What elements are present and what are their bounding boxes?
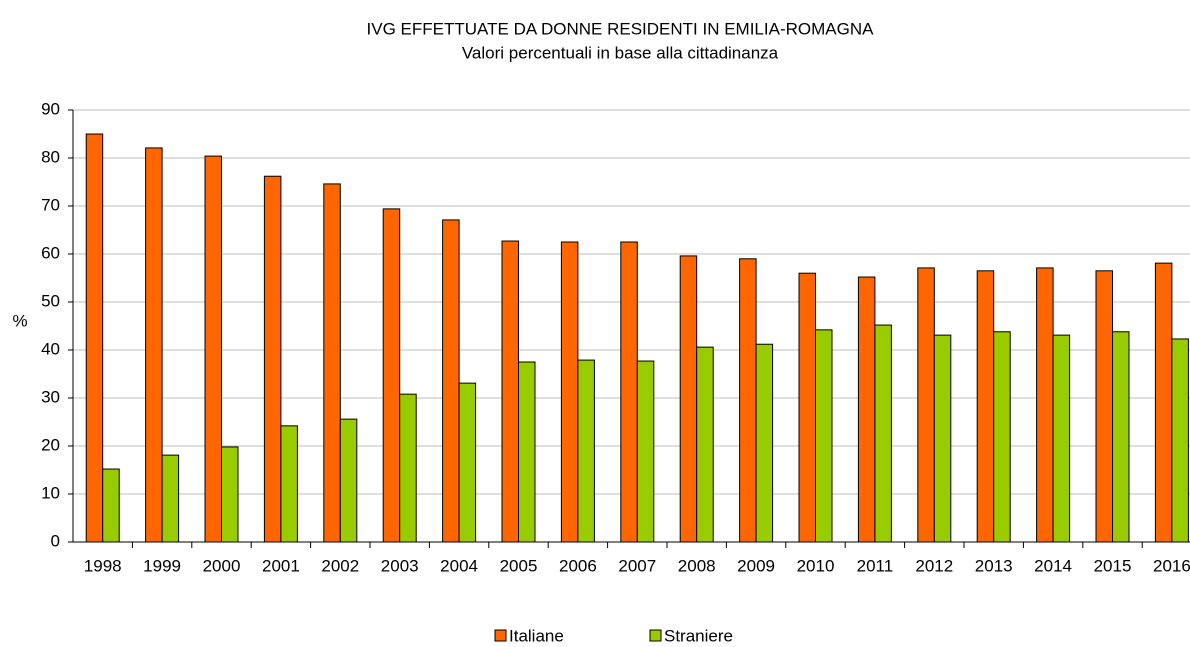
bar xyxy=(85,133,104,543)
legend-label: Italiane xyxy=(509,626,564,645)
x-tick-label: 1998 xyxy=(84,556,122,575)
bar xyxy=(1052,334,1071,543)
bar xyxy=(577,359,595,543)
x-tick-label: 2016 xyxy=(1153,556,1190,575)
bar xyxy=(976,270,995,543)
bar xyxy=(221,446,239,543)
x-tick-label: 2010 xyxy=(797,556,835,575)
x-tick-label: 2012 xyxy=(915,556,953,575)
bar xyxy=(815,329,833,543)
bar xyxy=(636,360,655,543)
x-tick-label: 2008 xyxy=(678,556,716,575)
bar xyxy=(620,241,638,543)
bar xyxy=(280,425,298,543)
bar xyxy=(145,147,163,543)
x-tick-label: 2009 xyxy=(737,556,775,575)
bar xyxy=(442,219,460,543)
x-tick-label: 2005 xyxy=(500,556,538,575)
bar xyxy=(263,175,282,543)
x-tick-label: 2004 xyxy=(440,556,478,575)
legend-swatch xyxy=(649,629,662,642)
x-tick-label: 2001 xyxy=(262,556,300,575)
y-tick-label: 60 xyxy=(41,243,60,262)
bar xyxy=(798,272,816,543)
y-axis-label: % xyxy=(12,311,27,330)
bar xyxy=(993,331,1011,543)
bar xyxy=(518,361,536,543)
bar xyxy=(933,334,952,543)
y-tick-label: 30 xyxy=(41,387,60,406)
bar xyxy=(382,208,401,543)
chart-subtitle: Valori percentuali in base alla cittadin… xyxy=(462,43,779,62)
bar xyxy=(1112,331,1130,543)
bar xyxy=(755,343,774,543)
x-tick-label: 2014 xyxy=(1034,556,1072,575)
x-tick-label: 2011 xyxy=(857,556,894,575)
legend-label: Straniere xyxy=(664,626,733,645)
chart-title: IVG EFFETTUATE DA DONNE RESIDENTI IN EMI… xyxy=(367,19,875,38)
y-tick-label: 10 xyxy=(41,483,60,502)
bar xyxy=(501,240,519,543)
bar xyxy=(917,267,935,543)
bar xyxy=(857,276,876,543)
y-tick-label: 90 xyxy=(41,99,60,118)
y-tick-label: 40 xyxy=(41,339,60,358)
x-tick-label: 2007 xyxy=(618,556,656,575)
bar xyxy=(739,258,757,543)
x-tick-label: 2000 xyxy=(203,556,241,575)
bar xyxy=(679,255,698,543)
x-tick-label: 2015 xyxy=(1094,556,1132,575)
x-tick-label: 2013 xyxy=(975,556,1013,575)
y-tick-label: 80 xyxy=(41,147,60,166)
bar xyxy=(102,468,120,543)
bar xyxy=(161,454,180,543)
bar xyxy=(696,346,714,543)
legend-swatch xyxy=(494,629,507,642)
y-tick-label: 70 xyxy=(41,195,60,214)
y-tick-label: 50 xyxy=(41,291,60,310)
bar xyxy=(1036,267,1054,543)
bar xyxy=(458,382,477,543)
x-tick-label: 2003 xyxy=(381,556,419,575)
bar xyxy=(874,324,892,543)
x-tick-label: 2002 xyxy=(321,556,359,575)
bar xyxy=(204,155,222,543)
bar xyxy=(399,393,417,543)
bar xyxy=(323,183,341,543)
y-tick-label: 0 xyxy=(51,531,60,550)
bar xyxy=(560,241,579,543)
bar xyxy=(1171,338,1189,543)
bar xyxy=(1154,262,1173,543)
bar xyxy=(1095,270,1113,543)
y-tick-label: 20 xyxy=(41,435,60,454)
x-tick-label: 2006 xyxy=(559,556,597,575)
x-tick-label: 1999 xyxy=(143,556,181,575)
bar xyxy=(339,418,358,543)
